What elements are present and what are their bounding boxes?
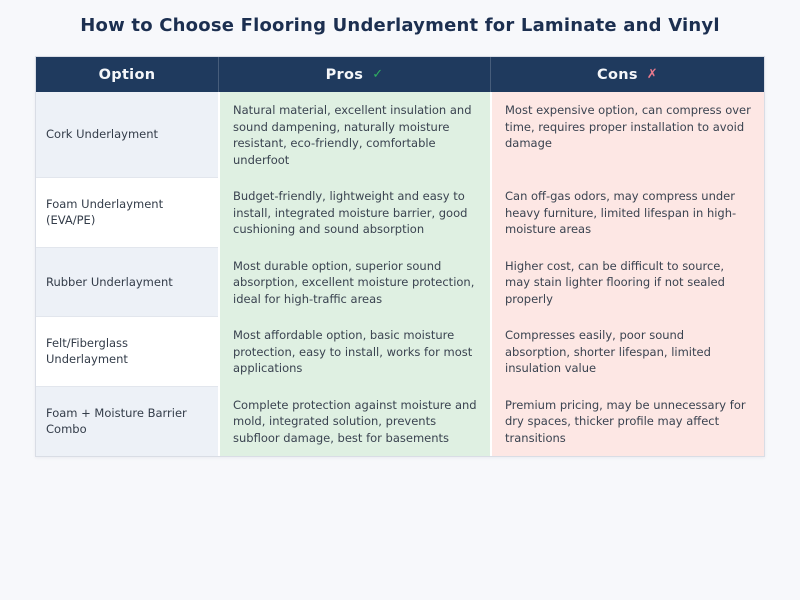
option-cell: Felt/Fiberglass Underlayment xyxy=(36,317,218,387)
pros-cell: Most affordable option, basic moisture p… xyxy=(218,317,490,387)
header-cons: Cons ✗ xyxy=(490,57,764,92)
pros-cell: Most durable option, superior sound abso… xyxy=(218,247,490,317)
option-label: Rubber Underlayment xyxy=(46,274,173,289)
option-label: Foam Underlayment (EVA/PE) xyxy=(46,196,164,228)
page-title: How to Choose Flooring Underlayment for … xyxy=(80,15,720,36)
cons-cell: Premium pricing, may be unnecessary for … xyxy=(490,386,764,456)
cons-cell: Can off-gas odors, may compress under he… xyxy=(490,178,764,248)
pros-cell: Natural material, excellent insulation a… xyxy=(218,92,490,178)
cons-cell: Compresses easily, poor sound absorption… xyxy=(490,317,764,387)
header-pros: Pros ✓ xyxy=(218,57,490,92)
option-cell: Cork Underlayment xyxy=(36,92,218,178)
check-icon: ✓ xyxy=(372,67,384,82)
cons-cell: Most expensive option, can compress over… xyxy=(490,92,764,178)
option-label: Felt/Fiberglass Underlayment xyxy=(46,335,129,367)
header-cons-label: Cons xyxy=(597,66,638,83)
option-label: Foam + Moisture Barrier Combo xyxy=(46,405,187,437)
table-header-row: Option Pros ✓ Cons ✗ xyxy=(36,57,764,92)
comparison-table: Option Pros ✓ Cons ✗ Cork Underlayment N… xyxy=(35,56,765,457)
table-row: Felt/Fiberglass Underlayment Most afford… xyxy=(36,317,764,387)
option-cell: Foam Underlayment (EVA/PE) xyxy=(36,178,218,248)
option-cell: Foam + Moisture Barrier Combo xyxy=(36,386,218,456)
header-option-label: Option xyxy=(98,66,156,83)
option-cell: Rubber Underlayment xyxy=(36,247,218,317)
table-row: Cork Underlayment Natural material, exce… xyxy=(36,92,764,178)
pros-cell: Budget-friendly, lightweight and easy to… xyxy=(218,178,490,248)
header-pros-label: Pros xyxy=(325,66,364,83)
table-row: Foam + Moisture Barrier Combo Complete p… xyxy=(36,386,764,456)
header-option: Option xyxy=(36,57,218,92)
x-icon: ✗ xyxy=(646,67,658,82)
table-row: Foam Underlayment (EVA/PE) Budget-friend… xyxy=(36,178,764,248)
cons-cell: Higher cost, can be difficult to source,… xyxy=(490,247,764,317)
option-label: Cork Underlayment xyxy=(46,127,159,142)
pros-cell: Complete protection against moisture and… xyxy=(218,386,490,456)
table-row: Rubber Underlayment Most durable option,… xyxy=(36,247,764,317)
